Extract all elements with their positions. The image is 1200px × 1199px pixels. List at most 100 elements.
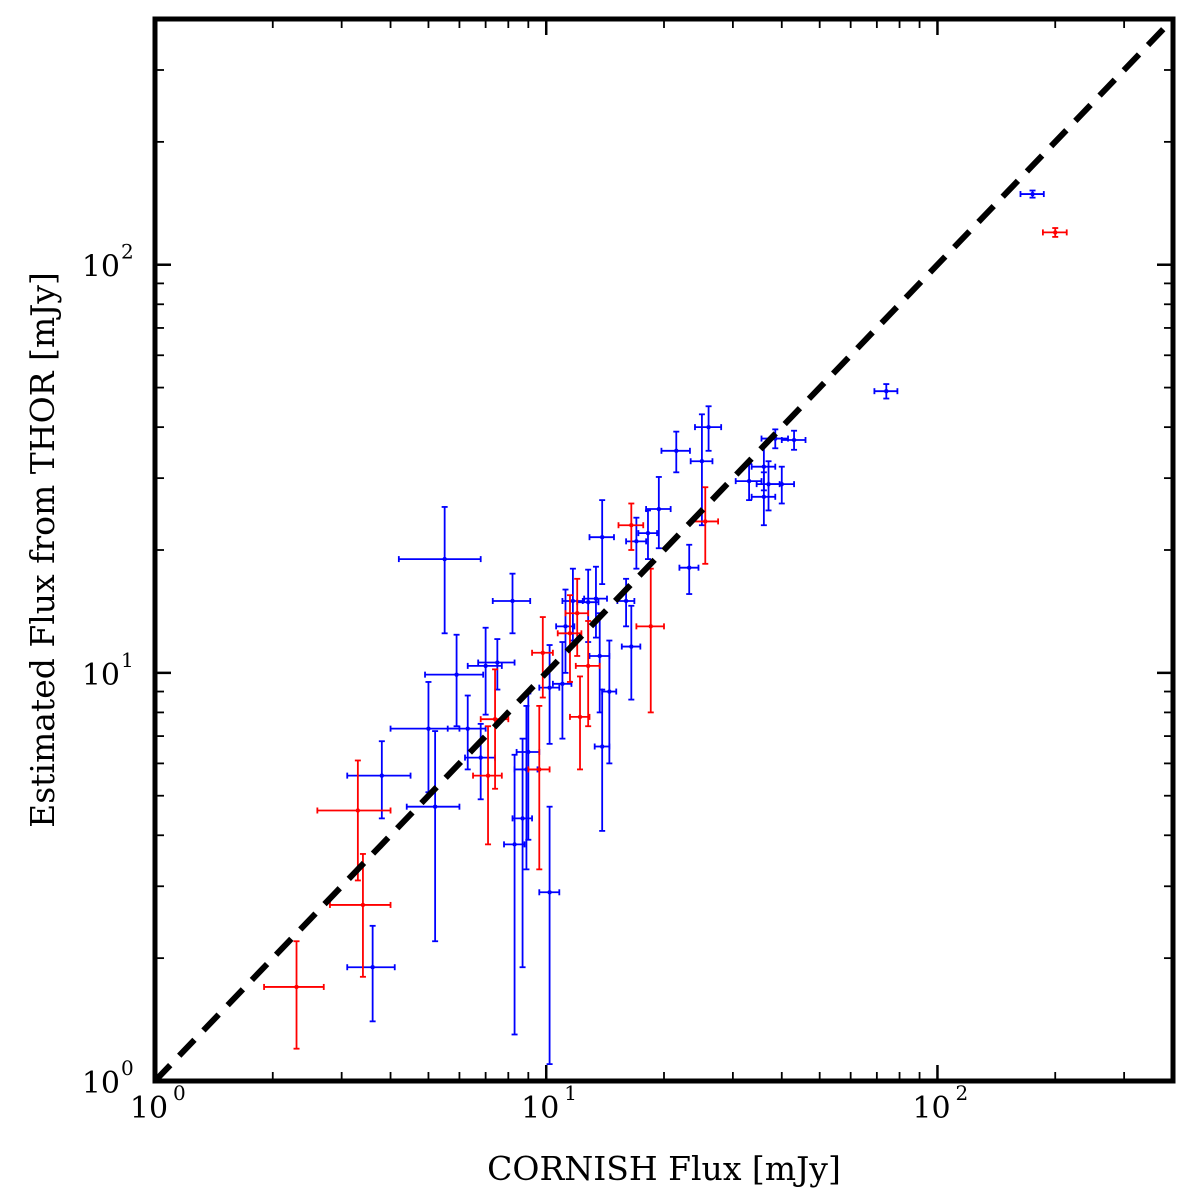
point-marker [585,599,591,605]
red-data-point [316,759,392,882]
blue-data-point [750,471,777,527]
red-data-point [472,725,503,846]
blue-data-point [346,924,396,1023]
point-marker [547,890,552,895]
point-marker [1030,191,1035,197]
blue-data-point [397,506,482,635]
y-tick-exponent: 2 [121,240,134,264]
x-tick-label: 10 [912,1091,950,1126]
point-marker [577,714,583,720]
point-marker [510,598,515,604]
point-marker [761,494,767,500]
blue-data-point [588,499,615,585]
blue-data-point [466,626,503,716]
blue-data-point [645,476,672,550]
blue-data-point [678,543,700,595]
blue-data-point [464,722,496,801]
point-marker [478,755,483,760]
point-marker [537,767,542,772]
one-to-one-dashed-line [155,19,1173,1081]
point-marker [629,523,634,528]
x-tick-exponent: 0 [173,1081,186,1105]
data-points [263,189,1068,1066]
point-marker [570,598,576,604]
point-marker [761,464,767,469]
blue-data-point [405,730,461,943]
blue-data-point [601,639,618,765]
point-marker [379,773,385,778]
point-marker [567,631,573,636]
blue-data-point [551,641,573,740]
blue-data-point [555,588,576,674]
point-marker [492,716,498,722]
point-marker [1053,230,1058,235]
point-marker [360,902,366,908]
point-marker [547,685,552,690]
point-marker [520,816,525,821]
x-tick-exponent: 1 [564,1081,577,1105]
point-marker [483,663,488,669]
blue-data-point [538,805,561,1066]
point-marker [526,749,531,755]
blue-data-point [767,465,795,505]
plot-frame [152,16,1176,1084]
blue-data-point [561,567,584,642]
point-marker [370,965,375,970]
point-marker [593,596,599,601]
y-tick-exponent: 1 [121,648,134,672]
red-data-point [617,502,645,551]
x-tick-label: 10 [521,1091,559,1126]
blue-data-point [660,430,691,474]
point-marker [495,660,500,665]
blue-data-point [503,753,526,1036]
blue-data-point [346,740,412,820]
point-marker [656,506,662,512]
y-tick-label: 10 [82,250,120,285]
blue-data-point [694,405,723,452]
blue-data-point [780,429,807,451]
y-tick-label: 10 [82,1066,120,1101]
red-data-point [574,620,601,728]
blue-data-point [593,688,611,832]
red-data-point [329,853,392,978]
point-marker [563,624,568,629]
blue-data-point [588,612,611,714]
point-marker [426,726,431,731]
point-marker [575,611,580,616]
point-marker [674,448,679,454]
blue-data-point [1019,189,1045,199]
x-tick-exponent: 2 [955,1081,968,1105]
point-marker [687,565,692,570]
point-marker [432,804,438,809]
x-axis-label: CORNISH Flux [mJy] [487,1149,841,1188]
point-marker [465,726,470,731]
point-marker [294,984,299,990]
point-marker [699,459,705,464]
red-data-point [1041,227,1068,238]
point-marker [512,842,517,847]
blue-data-point [689,413,714,527]
y-tick-exponent: 0 [121,1056,134,1080]
point-marker [706,424,711,430]
point-marker [607,689,612,694]
red-data-point [569,675,591,771]
point-marker [791,437,797,443]
blue-data-point [424,633,485,728]
blue-data-point [637,509,658,560]
point-marker [779,481,784,487]
point-marker [599,534,605,540]
point-marker [585,663,591,669]
point-marker [454,672,459,677]
blue-data-point [511,737,533,969]
point-marker [648,624,653,629]
point-marker [597,653,602,659]
red-data-point [531,616,554,699]
point-marker [442,556,447,562]
blue-data-point [625,516,647,570]
blue-data-point [538,644,561,745]
point-marker [623,598,629,604]
red-data-point [564,577,590,657]
blue-data-point [477,638,516,691]
